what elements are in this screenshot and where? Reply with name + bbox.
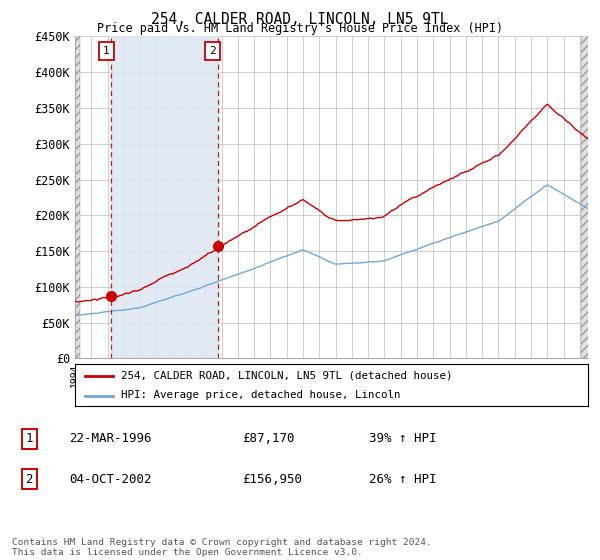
Text: 1: 1 <box>26 432 33 445</box>
Text: 2: 2 <box>209 46 216 55</box>
Bar <box>72 36 80 358</box>
Text: Price paid vs. HM Land Registry's House Price Index (HPI): Price paid vs. HM Land Registry's House … <box>97 22 503 35</box>
Text: 22-MAR-1996: 22-MAR-1996 <box>70 432 152 445</box>
Text: HPI: Average price, detached house, Lincoln: HPI: Average price, detached house, Linc… <box>121 390 401 400</box>
Text: 39% ↑ HPI: 39% ↑ HPI <box>369 432 437 445</box>
Text: 26% ↑ HPI: 26% ↑ HPI <box>369 473 437 486</box>
Bar <box>581 36 593 358</box>
Text: Contains HM Land Registry data © Crown copyright and database right 2024.
This d: Contains HM Land Registry data © Crown c… <box>12 538 432 557</box>
Text: 2: 2 <box>26 473 33 486</box>
Text: £156,950: £156,950 <box>242 473 302 486</box>
Bar <box>111 36 218 358</box>
Text: 254, CALDER ROAD, LINCOLN, LN5 9TL: 254, CALDER ROAD, LINCOLN, LN5 9TL <box>151 12 449 27</box>
Text: £87,170: £87,170 <box>242 432 295 445</box>
Text: 1: 1 <box>103 46 110 55</box>
Text: 04-OCT-2002: 04-OCT-2002 <box>70 473 152 486</box>
Text: 254, CALDER ROAD, LINCOLN, LN5 9TL (detached house): 254, CALDER ROAD, LINCOLN, LN5 9TL (deta… <box>121 371 452 381</box>
